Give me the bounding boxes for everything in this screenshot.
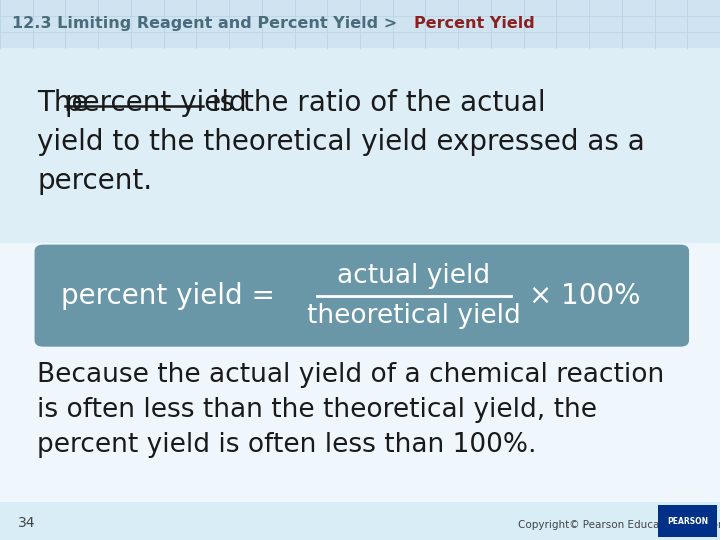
- Text: percent yield =: percent yield =: [61, 282, 284, 309]
- Text: percent.: percent.: [37, 167, 153, 195]
- Text: × 100%: × 100%: [529, 282, 641, 309]
- Text: Because the actual yield of a chemical reaction: Because the actual yield of a chemical r…: [37, 362, 665, 388]
- Text: is often less than the theoretical yield, the: is often less than the theoretical yield…: [37, 397, 598, 423]
- Text: is the ratio of the actual: is the ratio of the actual: [203, 89, 546, 117]
- Text: The: The: [37, 89, 98, 117]
- Text: 34: 34: [18, 516, 35, 530]
- Text: theoretical yield: theoretical yield: [307, 303, 521, 329]
- Text: PEARSON: PEARSON: [667, 517, 708, 525]
- Text: yield to the theoretical yield expressed as a: yield to the theoretical yield expressed…: [37, 128, 645, 156]
- FancyBboxPatch shape: [35, 245, 689, 347]
- Text: Copyright© Pearson Education, Inc., or its affiliates. All Rights Reserved.: Copyright© Pearson Education, Inc., or i…: [518, 520, 720, 530]
- Text: percent yield is often less than 100%.: percent yield is often less than 100%.: [37, 432, 537, 458]
- Text: percent yield: percent yield: [65, 89, 246, 117]
- Text: 12.3 Limiting Reagent and Percent Yield >: 12.3 Limiting Reagent and Percent Yield …: [12, 16, 402, 31]
- FancyBboxPatch shape: [658, 505, 717, 537]
- Text: Percent Yield: Percent Yield: [414, 16, 535, 31]
- Bar: [0, 502, 720, 540]
- Text: actual yield: actual yield: [338, 263, 490, 289]
- Bar: [0, 0, 720, 48]
- Bar: [0, 48, 720, 243]
